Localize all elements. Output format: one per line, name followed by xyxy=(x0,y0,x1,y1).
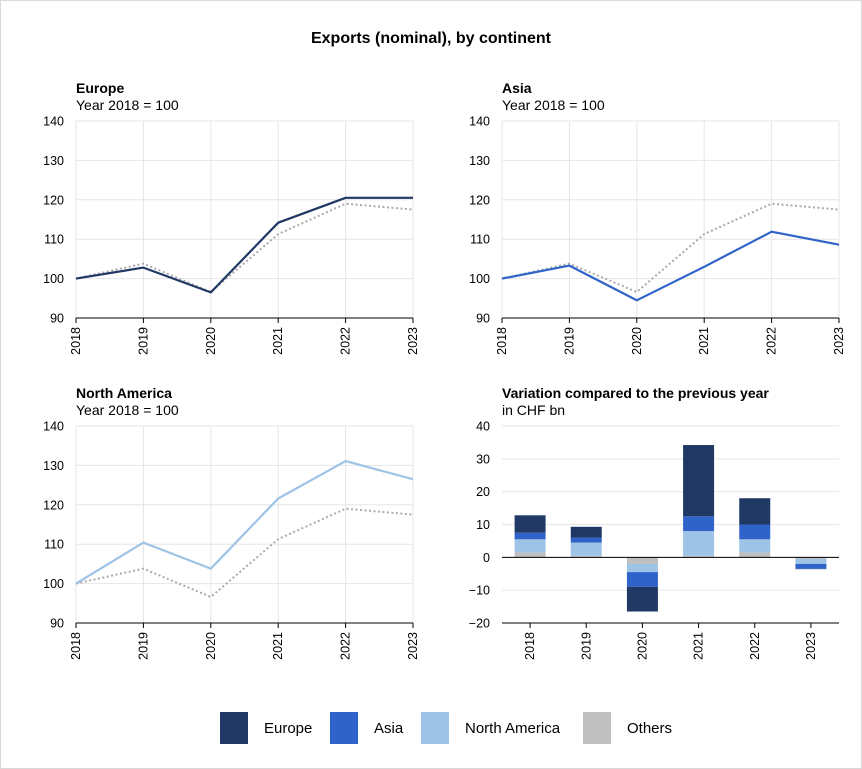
panel4-bar-europe-2018 xyxy=(514,515,546,533)
panel1-xtick-label: 2019 xyxy=(136,327,150,355)
panel2-xtick-label: 2019 xyxy=(562,327,576,355)
panel2-series-reference-line xyxy=(501,202,840,293)
asia-panel-subtitle: Year 2018 = 100 xyxy=(502,97,605,113)
panel3-ytick-label: 130 xyxy=(43,459,64,473)
panel4-xtick-label: 2019 xyxy=(579,632,593,660)
panel2-ytick-label: 140 xyxy=(469,115,490,129)
panel4-bar-europe-2020 xyxy=(626,586,658,612)
panel4-bar-europe-2019 xyxy=(570,526,602,538)
panel4-bar-others-2023 xyxy=(795,557,827,559)
panel3-xtick-label: 2023 xyxy=(406,632,420,660)
panel4-bar-europe-2021 xyxy=(683,445,715,517)
variation-panel-title: Variation compared to the previous year xyxy=(502,385,769,401)
panel4-bar-others-2018 xyxy=(514,552,546,558)
panel1-xtick-label: 2018 xyxy=(69,327,83,355)
legend-swatch-europe xyxy=(220,712,248,744)
panel2-ytick-label: 100 xyxy=(469,272,490,286)
panel4-bar-others-2020 xyxy=(626,557,658,564)
panel3-xtick-label: 2020 xyxy=(204,632,218,660)
panel4-bar-north-america-2018 xyxy=(514,539,546,553)
panel2-series-asia-line xyxy=(501,230,840,302)
panel4-bar-others-2022 xyxy=(739,552,771,558)
panel1-series-reference-line xyxy=(75,202,414,293)
panel4-bar-asia-2020 xyxy=(626,572,658,587)
panel4-xtick-label: 2020 xyxy=(635,632,649,660)
asia-panel-title: Asia xyxy=(502,80,532,96)
panel3-ytick-label: 110 xyxy=(44,538,64,552)
panel4-bar-north-america-2020 xyxy=(626,563,658,573)
panel4-bar-asia-2023 xyxy=(795,563,827,569)
panel3-ytick-label: 140 xyxy=(43,420,64,434)
panel4-ytick-label: 10 xyxy=(476,518,490,532)
panel3-xtick-label: 2021 xyxy=(271,632,285,660)
legend-swatch-north-america xyxy=(421,712,449,744)
panel4-bar-asia-2021 xyxy=(683,516,715,532)
panel3-xtick-label: 2019 xyxy=(136,632,150,660)
panel4-ytick-label: 20 xyxy=(476,485,490,499)
panel3-series-reference-line xyxy=(75,507,414,598)
north-america-panel-subtitle: Year 2018 = 100 xyxy=(76,402,179,418)
panel1-ytick-label: 110 xyxy=(44,233,64,247)
panel1-ytick-label: 90 xyxy=(50,312,64,326)
panel1-series-europe-line xyxy=(75,196,413,294)
panel4-ytick-label: 0 xyxy=(483,551,490,565)
panel4-bar-europe-2022 xyxy=(739,498,771,525)
legend: Europe Asia North America Others xyxy=(0,712,862,746)
panel1-ytick-label: 120 xyxy=(43,193,64,207)
panel3-ytick-label: 100 xyxy=(43,577,64,591)
panel4-ytick-label: 30 xyxy=(476,452,490,466)
panel3-ytick-label: 120 xyxy=(43,498,64,512)
legend-label-north-america: North America xyxy=(465,720,561,737)
panel4-bar-others-2019 xyxy=(570,555,602,558)
panel3-series-north-america-line xyxy=(75,460,414,585)
panel4-xtick-label: 2023 xyxy=(804,632,818,660)
legend-label-asia: Asia xyxy=(374,720,404,737)
panel4-xtick-label: 2021 xyxy=(692,632,706,660)
panel4-bar-others-2021 xyxy=(683,555,715,558)
panel1-ytick-label: 140 xyxy=(43,115,64,129)
panel4-bar-north-america-2021 xyxy=(683,531,715,556)
panel1-xtick-label: 2020 xyxy=(204,327,218,355)
variation-panel-subtitle: in CHF bn xyxy=(502,402,566,418)
panel4-xtick-label: 2018 xyxy=(523,632,537,660)
panel2-xtick-label: 2020 xyxy=(630,327,644,355)
panel2-ytick-label: 110 xyxy=(470,233,490,247)
legend-label-others: Others xyxy=(627,720,673,737)
panel3-xtick-label: 2018 xyxy=(69,632,83,660)
panel2-xtick-label: 2023 xyxy=(832,327,846,355)
panel4-bar-asia-2022 xyxy=(739,524,771,540)
panel2-xtick-label: 2021 xyxy=(697,327,711,355)
panel4-bar-north-america-2023 xyxy=(795,558,827,564)
panel4-ytick-label: −10 xyxy=(469,584,490,598)
panel2-ytick-label: 90 xyxy=(476,312,490,326)
panel3-xtick-label: 2022 xyxy=(339,632,353,660)
panel4-bar-asia-2019 xyxy=(570,537,602,543)
panel1-xtick-label: 2022 xyxy=(339,327,353,355)
panel4-bar-asia-2018 xyxy=(514,532,546,540)
panel1-xtick-label: 2021 xyxy=(271,327,285,355)
panel4-bar-north-america-2019 xyxy=(570,542,602,556)
panel4-ytick-label: −20 xyxy=(469,617,490,631)
legend-label-europe: Europe xyxy=(264,720,313,737)
europe-panel-subtitle: Year 2018 = 100 xyxy=(76,97,179,113)
panel4-xtick-label: 2022 xyxy=(748,632,762,660)
europe-panel-title: Europe xyxy=(76,80,125,96)
north-america-panel-title: North America xyxy=(76,385,172,401)
panel2-xtick-label: 2022 xyxy=(765,327,779,355)
panel3-ytick-label: 90 xyxy=(50,617,64,631)
panel1-ytick-label: 100 xyxy=(43,272,64,286)
legend-swatch-asia xyxy=(330,712,358,744)
figure-title: Exports (nominal), by continent xyxy=(310,30,551,47)
panel1-ytick-label: 130 xyxy=(43,154,64,168)
panel4-bar-north-america-2022 xyxy=(739,539,771,553)
legend-swatch-others xyxy=(583,712,611,744)
panel2-ytick-label: 120 xyxy=(469,193,490,207)
panel4-ytick-label: 40 xyxy=(476,420,490,434)
panel2-ytick-label: 130 xyxy=(469,154,490,168)
panel2-xtick-label: 2018 xyxy=(495,327,509,355)
panel1-xtick-label: 2023 xyxy=(406,327,420,355)
